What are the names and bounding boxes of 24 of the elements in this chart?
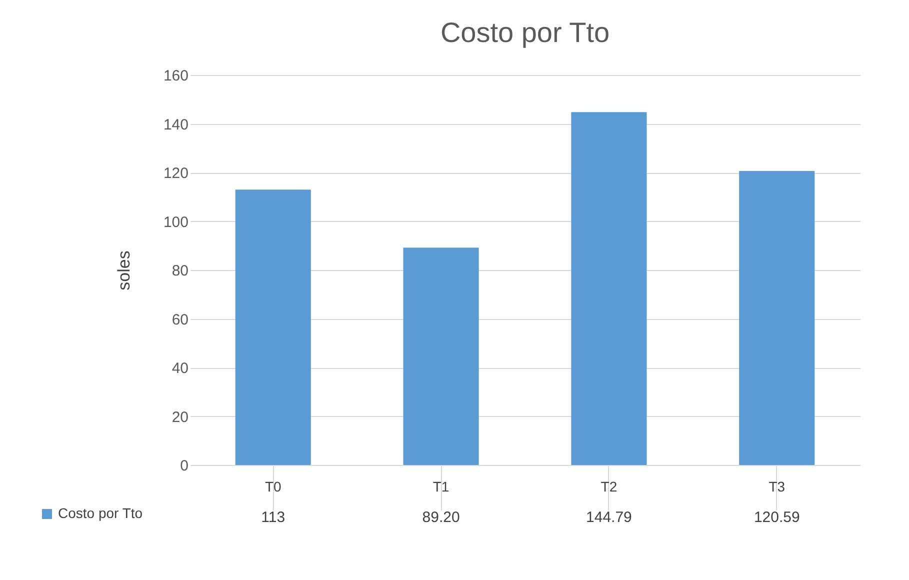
x-tick-label: T3 — [768, 478, 786, 494]
y-tick-label: 80 — [172, 262, 188, 280]
legend-label: Costo por Tto — [58, 505, 143, 521]
y-tick-label: 0 — [180, 458, 188, 474]
y-tick-label: 160 — [163, 68, 188, 84]
data-label: 144.79 — [586, 509, 632, 526]
y-tick-label: 40 — [172, 360, 188, 377]
x-tick-label: T2 — [600, 478, 618, 494]
data-label: 89.20 — [422, 509, 460, 526]
data-label: 120.59 — [754, 509, 800, 526]
y-axis-title: soles — [114, 250, 134, 290]
bar — [403, 248, 479, 465]
y-tick-label: 20 — [172, 408, 188, 426]
chart-title: Costo por Tto — [440, 17, 610, 48]
bar — [571, 112, 647, 465]
y-tick-label: 120 — [163, 165, 188, 182]
x-tick-label: T0 — [264, 478, 282, 494]
y-tick-label: 140 — [163, 116, 188, 134]
y-tick-label: 100 — [163, 214, 188, 231]
x-tick-label: T1 — [432, 478, 450, 494]
bar — [235, 190, 311, 465]
bar — [739, 171, 815, 465]
y-tick-label: 60 — [172, 311, 188, 328]
data-label: 113 — [261, 509, 286, 526]
